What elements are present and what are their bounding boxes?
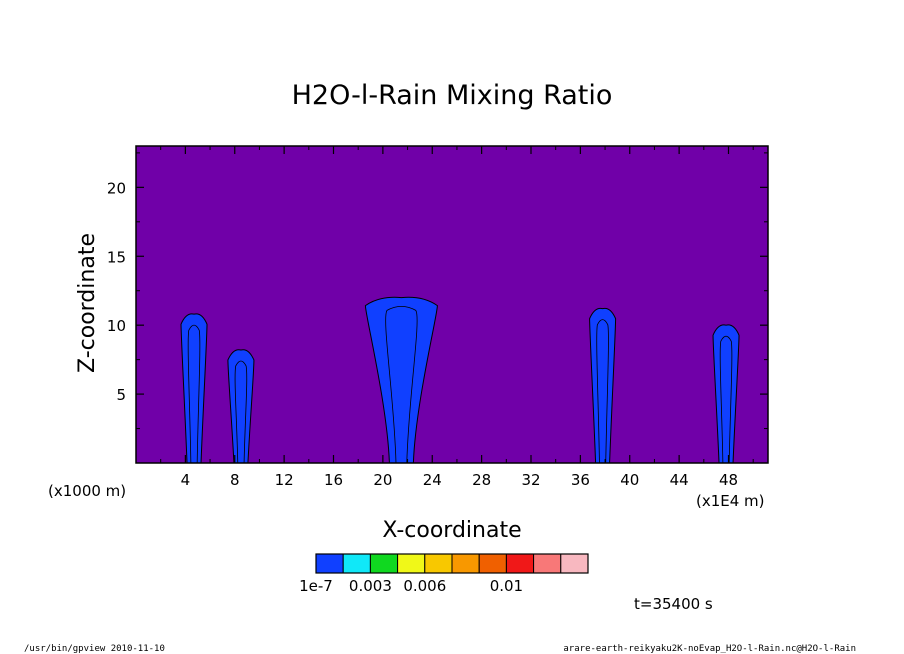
x-tick-label: 44 xyxy=(670,471,689,489)
footer-right: arare-earth-reikyaku2K-noEvap_H2O-l-Rain… xyxy=(563,644,856,654)
x-tick-label: 16 xyxy=(324,471,343,489)
y-axis: 5 10 15 20 xyxy=(107,152,768,430)
x-axis: 4 8 12 16 20 24 28 32 36 40 44 48 xyxy=(160,146,754,489)
colorbar-swatch xyxy=(478,553,507,574)
plot-frame xyxy=(135,145,769,464)
colorbar-label: 0.01 xyxy=(490,577,523,595)
x-tick-label: 4 xyxy=(181,471,191,489)
x-tick-label: 32 xyxy=(521,471,540,489)
colorbar-swatch xyxy=(451,553,480,574)
rain-cell-contour xyxy=(719,335,733,464)
rain-cell-contour xyxy=(385,306,418,464)
chart-title: H2O-l-Rain Mixing Ratio xyxy=(292,80,613,111)
rain-cell-contour xyxy=(187,324,201,464)
x-tick-label: 12 xyxy=(275,471,294,489)
x-tick-label: 24 xyxy=(423,471,442,489)
x-tick-label: 36 xyxy=(571,471,590,489)
colorbar-swatch xyxy=(315,553,344,574)
rain-cells xyxy=(180,296,740,464)
rain-cell xyxy=(589,307,617,464)
rain-cell xyxy=(364,296,438,464)
colorbar-swatch xyxy=(424,553,453,574)
colorbar-swatch xyxy=(369,553,399,574)
rain-cell xyxy=(180,313,208,464)
colorbar: 1e-7 0.003 0.006 0.01 xyxy=(299,553,589,595)
colorbar-label: 1e-7 xyxy=(299,577,333,595)
y-tick-label: 15 xyxy=(107,248,126,266)
y-tick-label: 5 xyxy=(116,386,126,404)
y-axis-label: Z-coordinate xyxy=(75,233,100,373)
rain-cell-contour xyxy=(234,360,248,464)
colorbar-swatch xyxy=(397,553,426,574)
rain-cell-contour xyxy=(596,319,609,464)
colorbar-swatch xyxy=(505,553,535,574)
x-tick-label: 28 xyxy=(472,471,491,489)
y-tick-label: 10 xyxy=(107,317,126,335)
x-tick-label: 20 xyxy=(373,471,392,489)
colorbar-label: 0.003 xyxy=(349,577,392,595)
colorbar-swatch xyxy=(533,553,562,574)
x-axis-label: X-coordinate xyxy=(382,518,521,543)
footer-left: /usr/bin/gpview 2010-11-10 xyxy=(24,644,165,654)
y-tick-label: 20 xyxy=(107,179,126,197)
rain-cell xyxy=(712,324,740,464)
time-label: t=35400 s xyxy=(634,595,713,613)
x-tick-label: 8 xyxy=(230,471,240,489)
rain-cell xyxy=(227,349,255,464)
colorbar-label: 0.006 xyxy=(403,577,446,595)
y-unit-label: (x1000 m) xyxy=(48,482,126,500)
x-tick-label: 48 xyxy=(719,471,738,489)
colorbar-swatch xyxy=(560,553,589,574)
x-tick-label: 40 xyxy=(620,471,639,489)
x-unit-label: (x1E4 m) xyxy=(696,492,765,510)
colorbar-swatch xyxy=(342,553,371,574)
colorbar-frame xyxy=(315,553,589,574)
